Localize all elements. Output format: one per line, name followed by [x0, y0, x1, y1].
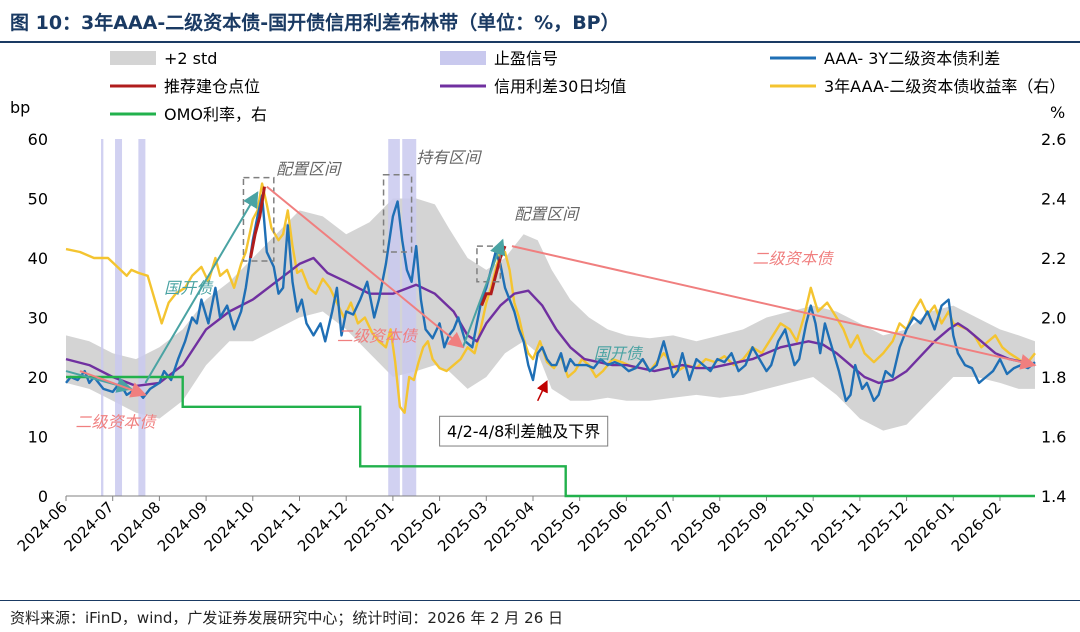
annotations: 配置区间持有区间配置区间国开债二级资本债国开债二级资本债二级资本债4/2-4/8… [65, 148, 1037, 447]
x-tick-label: 2026-02 [948, 498, 1005, 555]
annotation-text: 持有区间 [416, 148, 482, 167]
legend-label: 3年AAA-二级资本债收益率（右） [824, 77, 1065, 96]
teal-trend-arrow [462, 238, 506, 348]
x-tick-label: 2024-11 [247, 498, 304, 555]
teal-trend-arrow [144, 191, 259, 384]
yield-line [65, 182, 1036, 414]
legend-label: AAA- 3Y二级资本债利差 [824, 49, 1000, 68]
y-right-tick-label: 2.0 [1041, 309, 1066, 328]
interval-box [382, 173, 413, 253]
x-tick-label: 2024-09 [154, 498, 211, 555]
pink-trend-arrow [79, 370, 147, 398]
x-tick-label: 2025-01 [341, 498, 398, 555]
x-tick-label: 2025-10 [761, 498, 818, 555]
y-left-tick-label: 0 [38, 487, 48, 506]
source-note: 资料来源：iFinD，wind，广发证券发展研究中心；统计时间：2026 年 2… [10, 609, 564, 627]
title-divider [0, 41, 1080, 43]
x-tick-label: 2025-08 [668, 498, 725, 555]
legend-swatch [110, 51, 156, 65]
signal-band [138, 139, 146, 496]
annotation-text: 国开债 [594, 344, 644, 363]
x-tick-label: 2025-09 [714, 498, 771, 555]
y-left-tick-label: 60 [28, 130, 48, 149]
x-tick-label: 2024-10 [201, 498, 258, 555]
x-tick-label: 2024-07 [60, 498, 117, 555]
pink-trend-arrow [266, 185, 465, 349]
annotation-text: 配置区间 [276, 160, 342, 179]
signal-band [101, 139, 104, 496]
signal-band [402, 139, 417, 496]
band-area [66, 198, 1035, 431]
y-right-tick-label: 2.4 [1041, 190, 1066, 209]
signal-band [115, 139, 123, 496]
interval-box [476, 245, 502, 283]
x-tick-label: 2025-06 [574, 498, 631, 555]
callout-arrow [536, 380, 548, 402]
legend-swatch [440, 51, 486, 65]
annotation-text: 国开债 [164, 279, 214, 298]
y-left-tick-label: 20 [28, 368, 48, 387]
x-tick-label: 2024-12 [294, 498, 351, 555]
legend-label: +2 std [164, 49, 217, 68]
buy-point-segment [249, 186, 266, 259]
legend-label: 推荐建仓点位 [164, 77, 260, 96]
y-right-tick-label: 1.4 [1041, 487, 1066, 506]
x-tick-label: 2025-07 [621, 498, 678, 555]
figure-title: 图 10：3年AAA-二级资本债-国开债信用利差布林带（单位：%，BP） [10, 12, 620, 34]
interval-box [242, 176, 275, 262]
callout-box [439, 415, 609, 447]
x-tick-label: 2025-04 [481, 498, 538, 555]
x-tick-label: 2025-11 [808, 498, 865, 555]
signal-band [388, 139, 400, 496]
y-left-tick-label: 50 [28, 190, 48, 209]
chart-svg: 0 10 20 30 40 50 60 bp 1.4 1.6 1.8 2.0 2.2 2.4 2.6% 202… [10, 49, 1066, 555]
x-tick-label: 2024-08 [107, 498, 164, 555]
spread-line [65, 194, 1036, 402]
y-left-axis-label: bp [10, 98, 30, 117]
footer-divider [0, 600, 1080, 601]
legend-label: OMO利率，右 [164, 105, 267, 124]
x-tick-label: 2025-05 [527, 498, 584, 555]
y-right-tick-label: 2.6 [1041, 130, 1066, 149]
y-left-tick-label: 40 [28, 249, 48, 268]
y-right-tick-label: 1.8 [1041, 368, 1066, 387]
x-tick-label: 2025-12 [854, 498, 911, 555]
annotation-text: 二级资本债 [75, 413, 157, 432]
annotation-text: 二级资本债 [337, 326, 419, 345]
legend-label: 止盈信号 [494, 49, 558, 68]
y-right-tick-label: 2.2 [1041, 249, 1066, 268]
y-right-tick-label: 1.6 [1041, 428, 1066, 447]
annotation-text: 配置区间 [514, 204, 580, 223]
x-tick-label: 2024-06 [14, 498, 71, 555]
pink-trend-arrow [511, 245, 1037, 370]
x-tick-label: 2025-02 [387, 498, 444, 555]
y-right-axis-label: % [1050, 103, 1065, 122]
omo-line [66, 375, 1035, 498]
y-left-tick-label: 10 [28, 428, 48, 447]
bollinger-band [66, 198, 1035, 431]
callout-text: 4/2-4/8利差触及下界 [447, 422, 600, 441]
x-tick-label: 2025-03 [434, 498, 491, 555]
y-left-tick-label: 30 [28, 309, 48, 328]
x-tick-label: 2026-01 [901, 498, 958, 555]
annotation-text: 二级资本债 [752, 249, 834, 268]
legend-label: 信用利差30日均值 [494, 77, 626, 96]
